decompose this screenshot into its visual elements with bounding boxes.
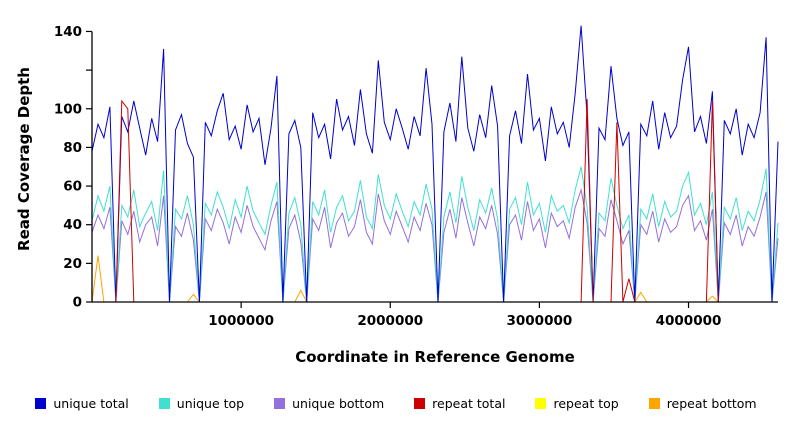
legend-label: unique total — [53, 396, 129, 411]
x-tick-label: 1000000 — [208, 313, 274, 329]
legend-item-repeat-total: repeat total — [414, 396, 505, 411]
legend-item-unique-total: unique total — [35, 396, 129, 411]
y-tick-label: 60 — [63, 179, 82, 195]
legend-item-repeat-top: repeat top — [535, 396, 619, 411]
x-tick-label: 2000000 — [357, 313, 423, 329]
y-tick-label: 40 — [63, 217, 82, 233]
legend-label: repeat top — [553, 396, 619, 411]
series-unique-total-line — [91, 25, 779, 303]
legend-label: repeat bottom — [666, 396, 757, 411]
series-unique-bottom-line — [91, 187, 779, 303]
legend-swatch — [648, 398, 660, 409]
y-tick-label: 0 — [73, 295, 82, 311]
legend-swatch — [35, 398, 47, 409]
legend: unique total unique top unique bottom repea… — [0, 396, 792, 411]
legend-swatch — [274, 398, 286, 409]
series-unique-top-line — [91, 166, 779, 303]
legend-label: unique top — [176, 396, 245, 411]
legend-item-repeat-bottom: repeat bottom — [648, 396, 757, 411]
x-tick-label: 3000000 — [507, 313, 573, 329]
legend-swatch — [414, 398, 426, 409]
x-axis-label: Coordinate in Reference Genome — [295, 348, 575, 366]
legend-item-unique-top: unique top — [158, 396, 245, 411]
y-tick-label: 140 — [54, 24, 82, 40]
plot-svg: 0 20 40 60 80 100 140 1000000 2000000 3000000 4000… — [54, 24, 779, 329]
legend-label: repeat total — [432, 396, 506, 411]
y-tick-label: 20 — [63, 256, 82, 272]
legend-label: unique bottom — [292, 396, 385, 411]
x-tick-label: 4000000 — [656, 313, 722, 329]
y-tick-label: 80 — [63, 140, 82, 156]
legend-item-unique-bottom: unique bottom — [274, 396, 384, 411]
legend-swatch — [158, 398, 170, 409]
y-tick-label: 100 — [54, 101, 82, 117]
legend-swatch — [535, 398, 547, 409]
